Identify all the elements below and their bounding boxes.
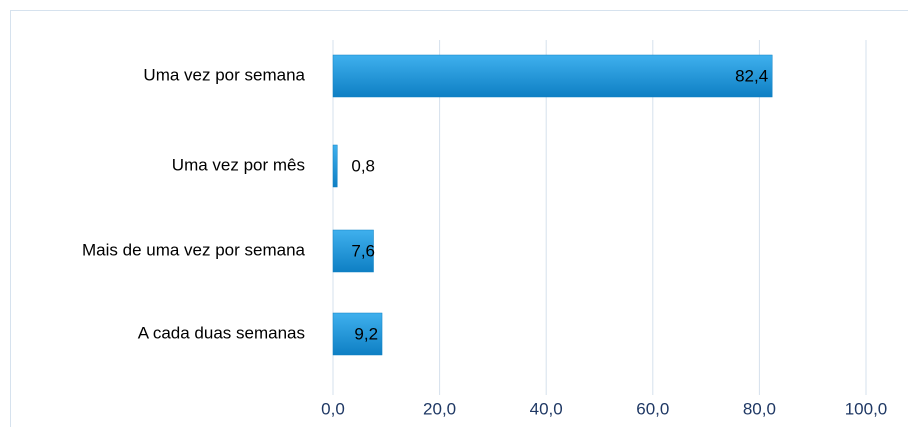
x-tick-label: 0,0 [321, 399, 345, 418]
bar [332, 229, 374, 273]
y-tick-label: Mais de uma vez por semana [82, 240, 306, 259]
x-tick-label: 20,0 [423, 399, 456, 418]
bar [332, 54, 773, 98]
y-tick-label: Uma vez por semana [143, 65, 305, 84]
x-tick-label: 80,0 [743, 399, 776, 418]
x-tick-label: 100,0 [845, 399, 888, 418]
y-tick-label: A cada duas semanas [138, 323, 305, 342]
x-tick-label: 40,0 [530, 399, 563, 418]
x-tick-label: 60,0 [636, 399, 669, 418]
value-label: 9,2 [354, 324, 378, 343]
value-label: 82,4 [735, 66, 768, 85]
y-tick-label: Uma vez por mês [172, 155, 305, 174]
chart-frame [10, 10, 908, 427]
value-label: 7,6 [351, 241, 375, 260]
bar [332, 312, 383, 356]
value-label: 0,8 [351, 156, 375, 175]
bar [332, 144, 338, 188]
